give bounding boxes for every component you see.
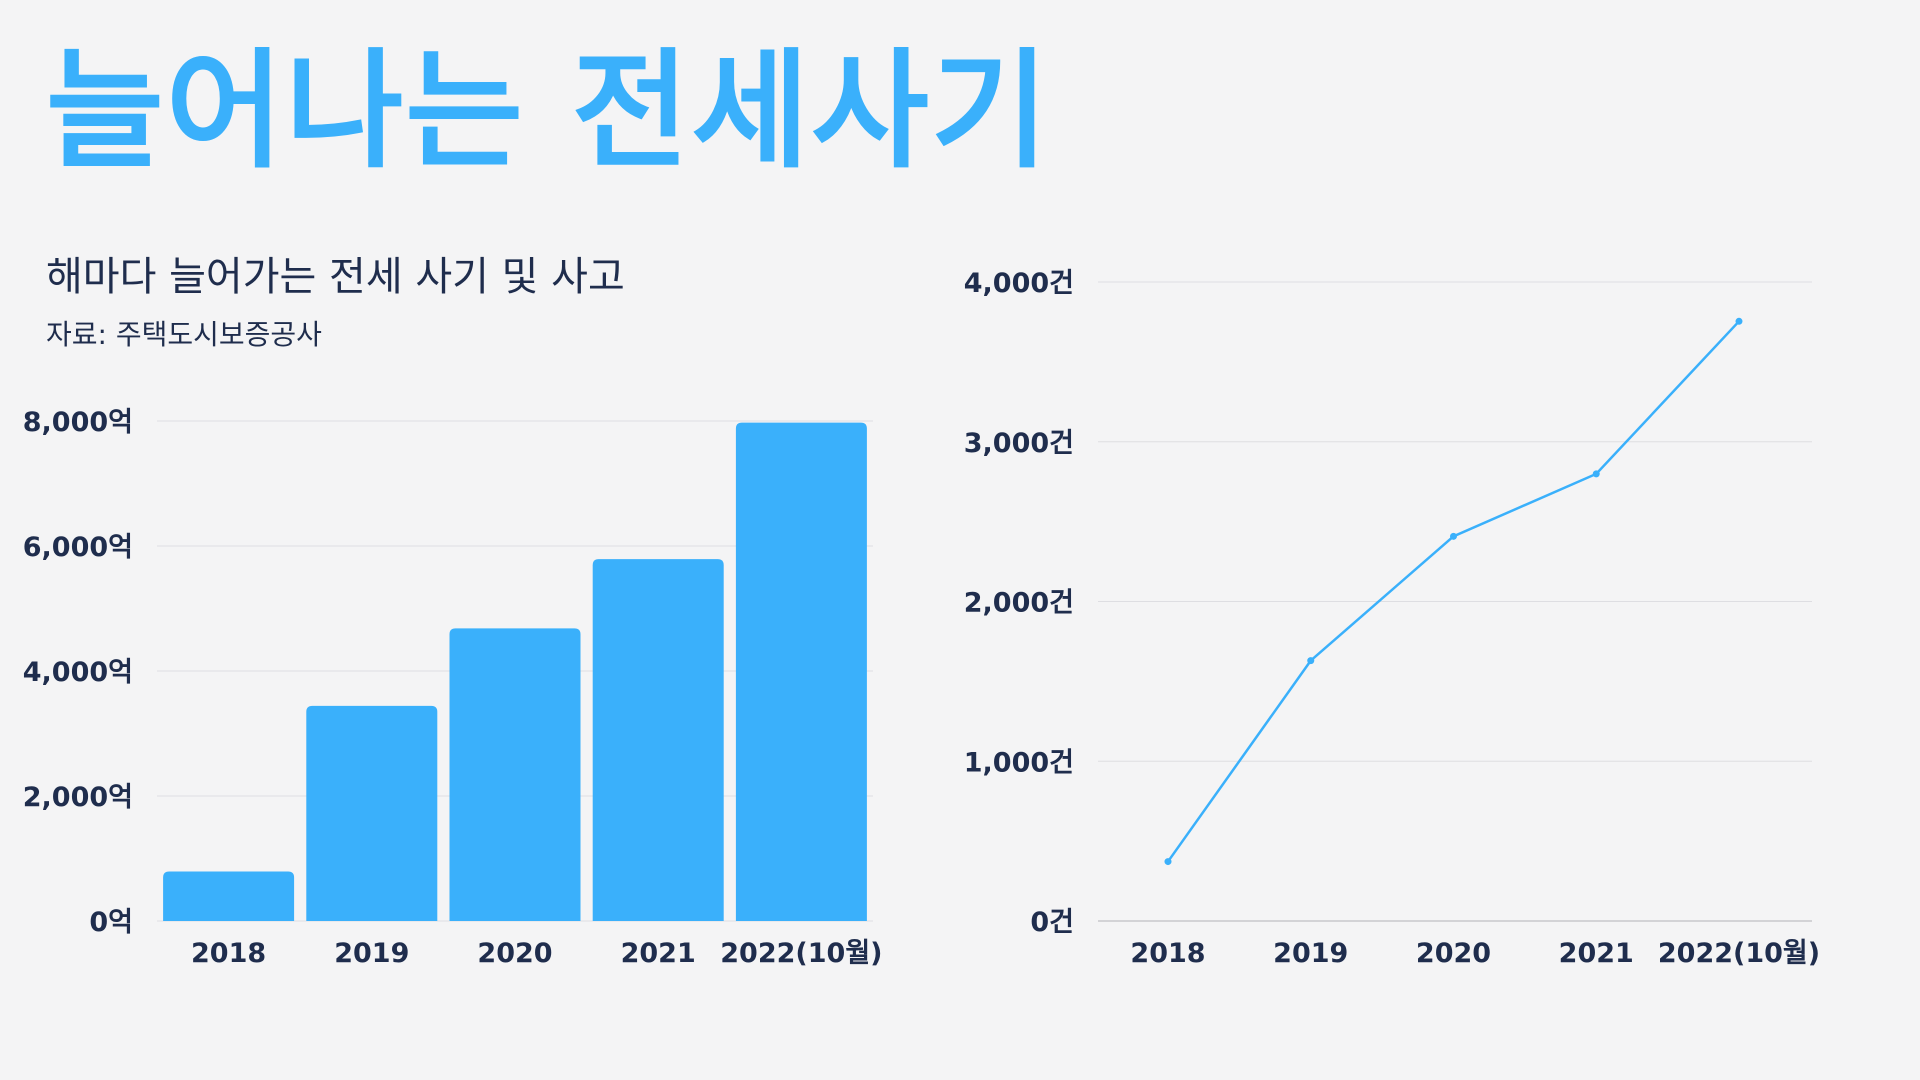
source-note: 자료: 주택도시보증공사 [46, 318, 322, 351]
bar-x-tick-label: 2021 [621, 938, 696, 969]
series-line [1166, 320, 1740, 863]
bar-x-tick-label: 2018 [191, 938, 266, 969]
bar-chart: 0억 2,000억 4,000억 6,000억 8,000억 2018 2019 2020 20… [23, 407, 883, 969]
line-point [1450, 532, 1457, 540]
bar-y-tick-label: 4,000억 [23, 657, 133, 688]
bar-x-tick-label: 2019 [334, 938, 409, 969]
page-title: 늘어나는 전세사기 [46, 37, 1051, 186]
bar-x-tick-label: 2022(10월) [720, 938, 882, 969]
line-point [1164, 858, 1172, 866]
line-y-tick-label: 4,000건 [964, 268, 1074, 299]
line-y-tick-label: 0건 [1030, 907, 1074, 938]
bar-y-tick-label: 8,000억 [23, 407, 133, 438]
line-point [1592, 470, 1600, 478]
bar-y-tick-label: 6,000억 [23, 532, 133, 563]
line-x-tick-label: 2021 [1559, 938, 1634, 969]
chart-subtitle: 해마다 늘어가는 전세 사기 및 사고 [46, 254, 625, 300]
bar [306, 705, 438, 921]
bar [449, 628, 581, 921]
line-point [1735, 317, 1743, 325]
line-x-tick-label: 2020 [1416, 938, 1491, 969]
line-y-tick-label: 2,000건 [964, 588, 1074, 619]
bar [735, 422, 867, 921]
bar [592, 559, 724, 921]
line-x-tick-label: 2018 [1130, 938, 1205, 969]
bar-y-tick-label: 2,000억 [23, 782, 133, 813]
line-y-tick-label: 1,000건 [964, 747, 1074, 778]
line-point [1307, 657, 1315, 665]
bar-y-tick-label: 0억 [89, 907, 133, 938]
line-x-tick-label: 2019 [1273, 938, 1348, 969]
bar-x-tick-label: 2020 [477, 938, 552, 969]
line-y-tick-label: 3,000건 [964, 428, 1074, 459]
line-x-tick-label: 2022(10월) [1658, 938, 1820, 969]
bar [163, 871, 295, 921]
